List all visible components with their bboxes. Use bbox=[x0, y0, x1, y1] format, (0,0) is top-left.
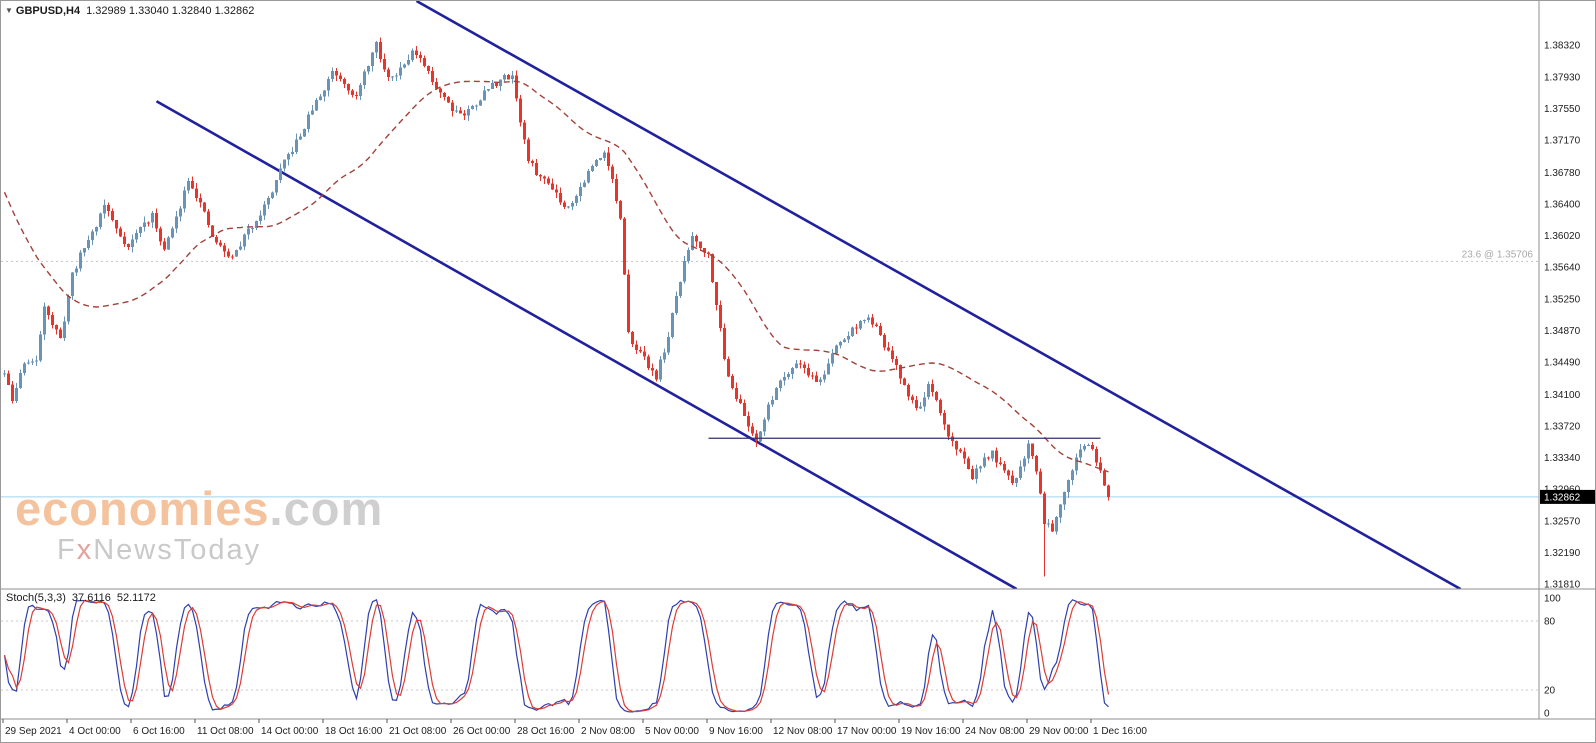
svg-text:21 Oct 08:00: 21 Oct 08:00 bbox=[389, 726, 447, 737]
symbol-info-header: ▼ GBPUSD,H4 1.32989 1.33040 1.32840 1.3286… bbox=[5, 5, 254, 17]
svg-text:12 Nov 08:00: 12 Nov 08:00 bbox=[773, 726, 833, 737]
svg-text:1 Dec 16:00: 1 Dec 16:00 bbox=[1093, 726, 1147, 737]
svg-text:1.33340: 1.33340 bbox=[1544, 453, 1581, 464]
svg-text:28 Oct 16:00: 28 Oct 16:00 bbox=[517, 726, 575, 737]
stoch-main-value: 37.6116 bbox=[71, 592, 111, 604]
svg-text:1.32960: 1.32960 bbox=[1544, 484, 1581, 495]
svg-text:5 Nov 00:00: 5 Nov 00:00 bbox=[645, 726, 699, 737]
svg-text:20: 20 bbox=[1544, 686, 1556, 697]
svg-text:100: 100 bbox=[1544, 594, 1561, 605]
svg-text:11 Oct 08:00: 11 Oct 08:00 bbox=[197, 726, 254, 737]
svg-text:17 Nov 00:00: 17 Nov 00:00 bbox=[837, 726, 897, 737]
svg-text:24 Nov 08:00: 24 Nov 08:00 bbox=[965, 726, 1025, 737]
svg-text:1.32190: 1.32190 bbox=[1544, 548, 1581, 559]
svg-text:19 Nov 16:00: 19 Nov 16:00 bbox=[901, 726, 961, 737]
svg-text:26 Oct 00:00: 26 Oct 00:00 bbox=[453, 726, 511, 737]
symbol-dropdown-icon[interactable]: ▼ bbox=[5, 6, 13, 15]
stoch-indicator-header: Stoch(5,3,3) 37.6116 52.1172 bbox=[6, 592, 162, 604]
svg-text:1.36020: 1.36020 bbox=[1544, 231, 1581, 242]
symbol-timeframe-label: GBPUSD,H4 bbox=[15, 5, 81, 17]
svg-text:1.32570: 1.32570 bbox=[1544, 517, 1581, 528]
svg-text:14 Oct 00:00: 14 Oct 00:00 bbox=[261, 726, 319, 737]
stoch-signal-value: 52.1172 bbox=[116, 592, 156, 604]
svg-text:1.36780: 1.36780 bbox=[1544, 168, 1581, 179]
svg-text:1.35250: 1.35250 bbox=[1544, 295, 1581, 306]
candles-layer bbox=[3, 37, 1110, 577]
svg-text:1.34870: 1.34870 bbox=[1544, 326, 1581, 337]
bid-price-tag-value: 1.32862 bbox=[1544, 492, 1581, 503]
bid-price-tag bbox=[1540, 489, 1595, 504]
svg-text:1.34100: 1.34100 bbox=[1544, 390, 1581, 401]
fib-level-label: 23.6 @ 1.35706 bbox=[1462, 249, 1534, 260]
svg-text:1.37550: 1.37550 bbox=[1544, 104, 1581, 115]
stoch-main-line bbox=[3, 598, 1109, 713]
svg-text:4 Oct 00:00: 4 Oct 00:00 bbox=[69, 726, 121, 737]
channel-lower-line bbox=[155, 100, 1018, 589]
stoch-signal-line bbox=[3, 600, 1110, 713]
svg-text:1.36400: 1.36400 bbox=[1544, 199, 1581, 210]
svg-text:1.38320: 1.38320 bbox=[1544, 40, 1581, 51]
svg-text:1.34490: 1.34490 bbox=[1544, 358, 1581, 369]
svg-text:0: 0 bbox=[1544, 709, 1550, 720]
svg-text:80: 80 bbox=[1544, 617, 1556, 628]
ohlc-values: 1.32989 1.33040 1.32840 1.32862 bbox=[86, 5, 255, 17]
svg-text:1.37170: 1.37170 bbox=[1544, 136, 1581, 147]
channel-upper-line bbox=[415, 1, 1462, 589]
svg-text:18 Oct 16:00: 18 Oct 16:00 bbox=[325, 726, 383, 737]
stoch-indicator-label: Stoch(5,3,3) bbox=[6, 592, 66, 604]
svg-text:2 Nov 08:00: 2 Nov 08:00 bbox=[581, 726, 635, 737]
svg-text:6 Oct 16:00: 6 Oct 16:00 bbox=[133, 726, 185, 737]
svg-text:1.37930: 1.37930 bbox=[1544, 73, 1581, 84]
trend-channel bbox=[155, 1, 1462, 589]
svg-text:29 Sep 2021: 29 Sep 2021 bbox=[5, 726, 62, 737]
svg-text:29 Nov 00:00: 29 Nov 00:00 bbox=[1029, 726, 1089, 737]
svg-text:1.35640: 1.35640 bbox=[1544, 262, 1581, 273]
svg-text:1.33720: 1.33720 bbox=[1544, 421, 1581, 432]
moving-average-line bbox=[3, 80, 1109, 473]
svg-text:1.31810: 1.31810 bbox=[1544, 580, 1581, 591]
svg-text:9 Nov 16:00: 9 Nov 16:00 bbox=[709, 726, 763, 737]
